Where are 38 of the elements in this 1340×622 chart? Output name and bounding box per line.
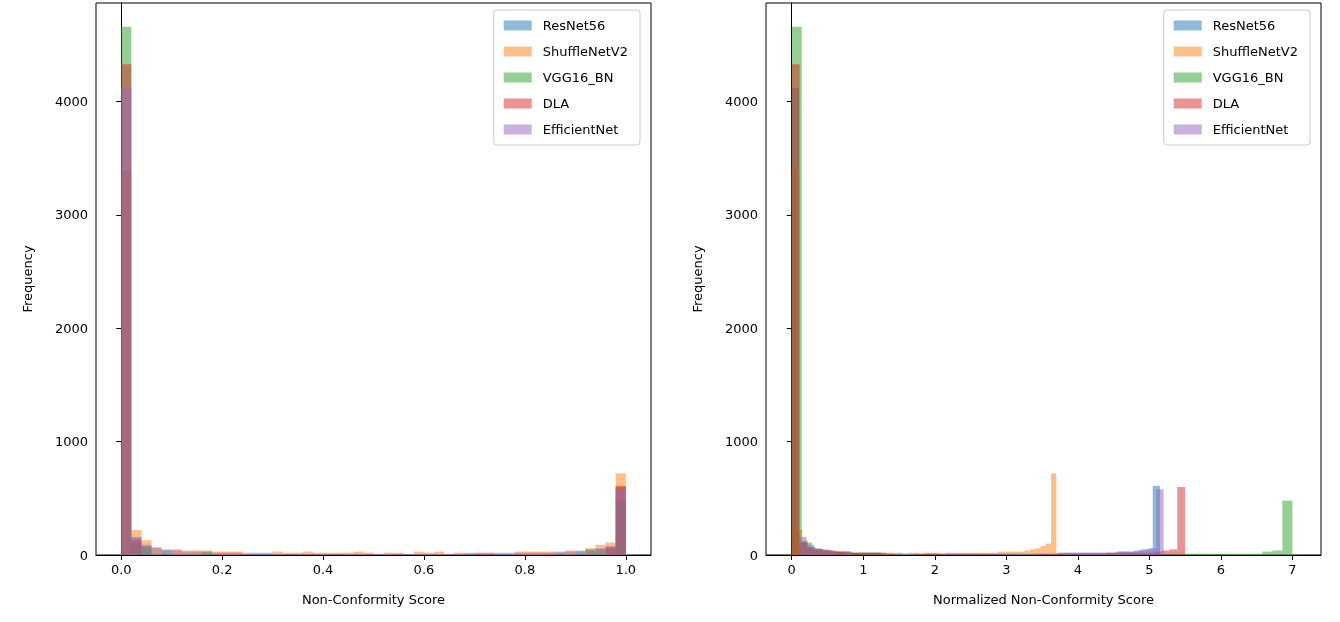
x-tick-label: 4 xyxy=(1073,562,1082,577)
x-tick-label: 6 xyxy=(1216,562,1226,577)
y-axis-title: Frequency xyxy=(20,245,35,313)
legend-label: VGG16_BN xyxy=(542,70,614,85)
y-tick-label: 0 xyxy=(79,547,88,563)
y-tick-label: 4000 xyxy=(54,94,88,110)
x-tick-label: 0.4 xyxy=(312,562,334,577)
x-tick-label: 0.6 xyxy=(413,562,435,577)
x-tick-label: 2 xyxy=(930,562,939,577)
y-tick-label: 2000 xyxy=(724,320,758,336)
y-tick-label: 2000 xyxy=(54,320,88,336)
legend-label: VGG16_BN xyxy=(1212,70,1284,85)
x-tick-label: 0.0 xyxy=(110,562,132,577)
y-tick-label: 3000 xyxy=(724,207,758,223)
y-tick-label: 4000 xyxy=(724,94,758,110)
y-tick-label: 1000 xyxy=(724,434,758,450)
x-axis-title: Non-Conformity Score xyxy=(301,592,446,607)
legend-label: EfficientNet xyxy=(1212,122,1289,137)
x-tick-label: 0.2 xyxy=(211,562,233,577)
legend-label: ResNet56 xyxy=(1212,18,1276,33)
x-tick-label: 1 xyxy=(859,562,868,577)
x-tick-label: 5 xyxy=(1145,562,1154,577)
y-tick-label: 3000 xyxy=(54,207,88,223)
legend-label: EfficientNet xyxy=(542,122,619,137)
x-tick-label: 3 xyxy=(1002,562,1011,577)
y-tick-label: 0 xyxy=(749,547,758,563)
y-tick-label: 1000 xyxy=(54,434,88,450)
legend-label: ResNet56 xyxy=(542,18,606,33)
legend-label: DLA xyxy=(542,96,570,111)
x-tick-label: 0 xyxy=(787,562,796,577)
y-axis-title: Frequency xyxy=(690,245,705,313)
x-tick-label: 7 xyxy=(1288,562,1297,577)
x-axis-title: Normalized Non-Conformity Score xyxy=(933,592,1154,607)
x-tick-label: 0.8 xyxy=(514,562,536,577)
legend-label: ShuffleNetV2 xyxy=(542,44,628,59)
legend-label: ShuffleNetV2 xyxy=(1212,44,1298,59)
legend-label: DLA xyxy=(1212,96,1240,111)
x-tick-label: 1.0 xyxy=(615,562,637,577)
